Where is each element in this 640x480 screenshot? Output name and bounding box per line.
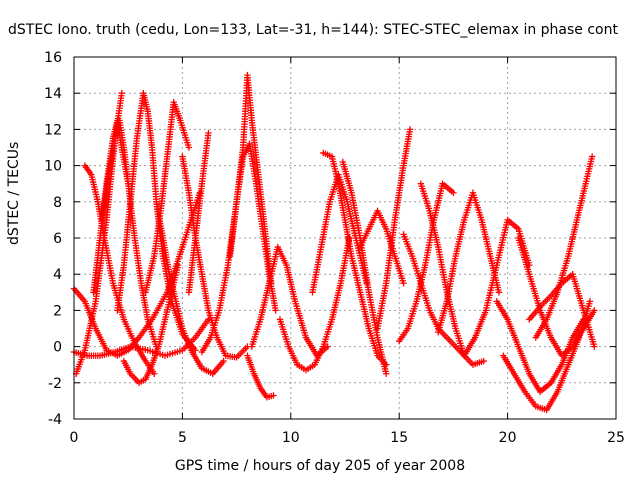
data-series: [396, 180, 457, 345]
x-tick-label: 0: [70, 430, 79, 446]
data-point: [480, 357, 487, 365]
data-series: [417, 180, 487, 368]
y-tick-label: -2: [48, 376, 62, 392]
data-series: [374, 126, 414, 332]
x-tick-label: 5: [178, 430, 187, 446]
data-series: [244, 352, 277, 401]
y-tick-label: 12: [44, 122, 62, 138]
axis-layer: 0 5 10 15 20 25 -4 -2 0 2 4 6 8 10 12 14 16: [44, 50, 625, 446]
data-point: [586, 298, 594, 305]
data-point: [174, 261, 182, 269]
data-series: [339, 158, 390, 377]
data-point: [205, 129, 212, 137]
data-point: [400, 280, 407, 287]
y-tick-label: 14: [44, 86, 62, 102]
y-tick-label: 10: [44, 159, 62, 175]
chart-title: dSTEC Iono. truth (cedu, Lon=133, Lat=-3…: [8, 22, 618, 38]
data-series: [226, 140, 279, 314]
data-point: [591, 343, 598, 350]
x-tick-label: 10: [282, 430, 300, 446]
data-point: [118, 90, 125, 97]
data-series: [435, 189, 503, 336]
data-point: [450, 189, 457, 196]
data-series: [320, 149, 390, 368]
data-point: [220, 357, 227, 365]
data-point: [185, 144, 193, 151]
x-tick-label: 25: [607, 430, 625, 446]
data-series: [120, 261, 182, 386]
data-series: [461, 216, 533, 359]
data-point: [151, 370, 158, 377]
y-tick-label: 2: [53, 303, 62, 319]
data-point: [272, 307, 279, 314]
y-tick-label: 4: [53, 267, 62, 283]
data-point: [382, 370, 390, 377]
data-series: [526, 271, 598, 350]
x-tick-label: 20: [499, 430, 517, 446]
grid-layer: [74, 57, 616, 419]
data-series: [142, 99, 193, 296]
data-series: [185, 129, 212, 296]
y-tick-label: 16: [44, 50, 62, 66]
y-tick-label: 0: [53, 340, 62, 356]
data-series: [153, 198, 227, 377]
data-point: [406, 126, 414, 133]
data-point: [588, 153, 596, 160]
x-tick-label: 15: [390, 430, 408, 446]
x-axis-label: GPS time / hours of day 205 of year 2008: [174, 458, 466, 474]
data-layer: [70, 71, 598, 414]
data-series: [98, 117, 160, 350]
y-tick-label: 8: [53, 195, 62, 211]
data-point: [495, 289, 503, 296]
y-tick-label: -4: [48, 412, 62, 428]
y-tick-label: 6: [53, 231, 62, 247]
data-series: [248, 243, 331, 359]
data-series: [70, 316, 212, 359]
y-axis-label: dSTEC / TECUs: [6, 141, 22, 245]
data-point: [591, 307, 598, 314]
data-point: [270, 392, 277, 399]
